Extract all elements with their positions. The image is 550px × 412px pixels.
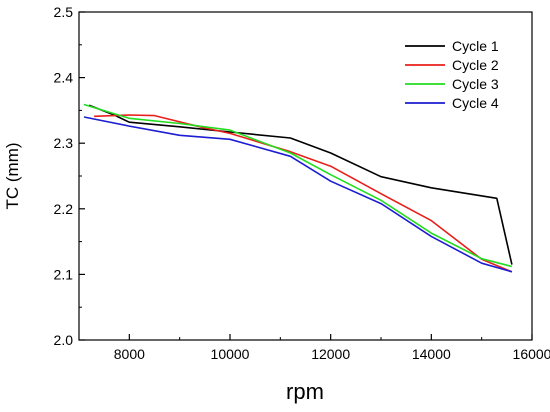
legend-label: Cycle 3 — [452, 76, 499, 92]
y-tick-label: 2.0 — [54, 332, 74, 348]
y-tick-label: 2.5 — [54, 4, 74, 20]
x-tick-label: 12000 — [311, 346, 350, 362]
x-tick-label: 16000 — [513, 346, 550, 362]
y-axis: 2.0 2.1 2.2 2.3 2.4 2.5 — [54, 4, 85, 348]
y-tick-label: 2.1 — [54, 266, 74, 282]
series-layer — [83, 103, 513, 273]
y-axis-title: TC (mm) — [3, 142, 22, 209]
legend: Cycle 1 Cycle 2 Cycle 3 Cycle 4 — [405, 38, 499, 111]
y-tick-label: 2.2 — [54, 201, 74, 217]
legend-label: Cycle 1 — [452, 38, 499, 54]
x-tick-label: 14000 — [412, 346, 451, 362]
legend-label: Cycle 4 — [452, 95, 499, 111]
x-tick-label: 10000 — [211, 346, 250, 362]
series-line-cycle-2 — [94, 114, 513, 273]
y-tick-label: 2.4 — [54, 70, 74, 86]
y-tick-label: 2.3 — [54, 135, 74, 151]
series-line-cycle-3 — [83, 103, 513, 268]
x-axis: 8000 10000 12000 14000 16000 — [78, 334, 550, 362]
series-line-cycle-1 — [88, 104, 513, 265]
x-tick-label: 8000 — [114, 346, 145, 362]
legend-label: Cycle 2 — [452, 57, 499, 73]
x-axis-title: rpm — [286, 379, 324, 404]
series-line-cycle-4 — [83, 116, 513, 273]
